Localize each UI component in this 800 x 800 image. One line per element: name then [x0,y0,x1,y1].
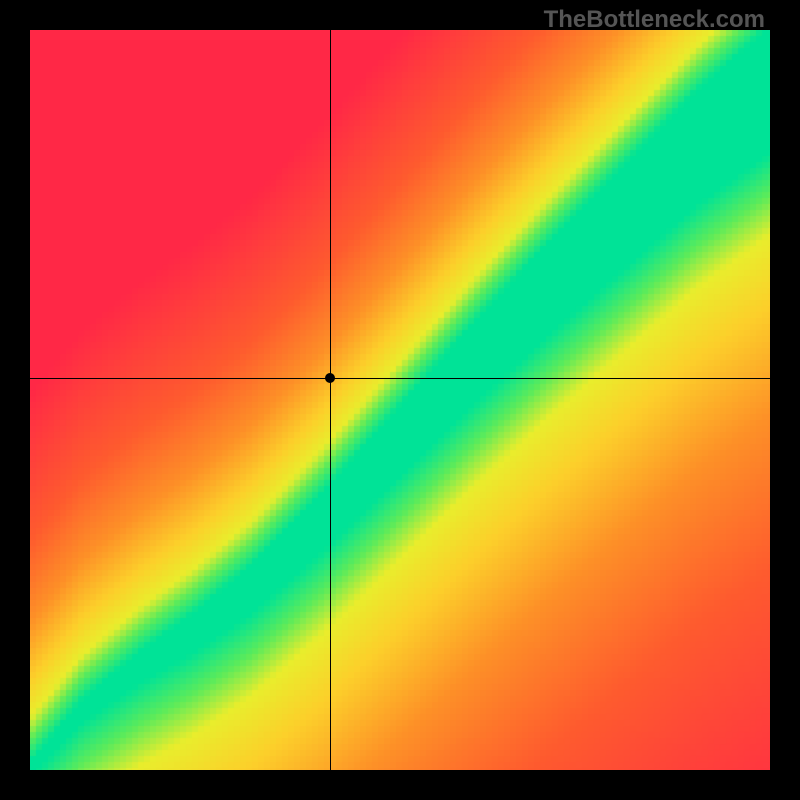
plot-area [30,30,770,770]
crosshair-vertical [330,30,331,770]
chart-frame: TheBottleneck.com [0,0,800,800]
heatmap-canvas [30,30,770,770]
marker-dot [325,373,335,383]
watermark-text: TheBottleneck.com [544,6,765,34]
crosshair-horizontal [30,378,770,379]
